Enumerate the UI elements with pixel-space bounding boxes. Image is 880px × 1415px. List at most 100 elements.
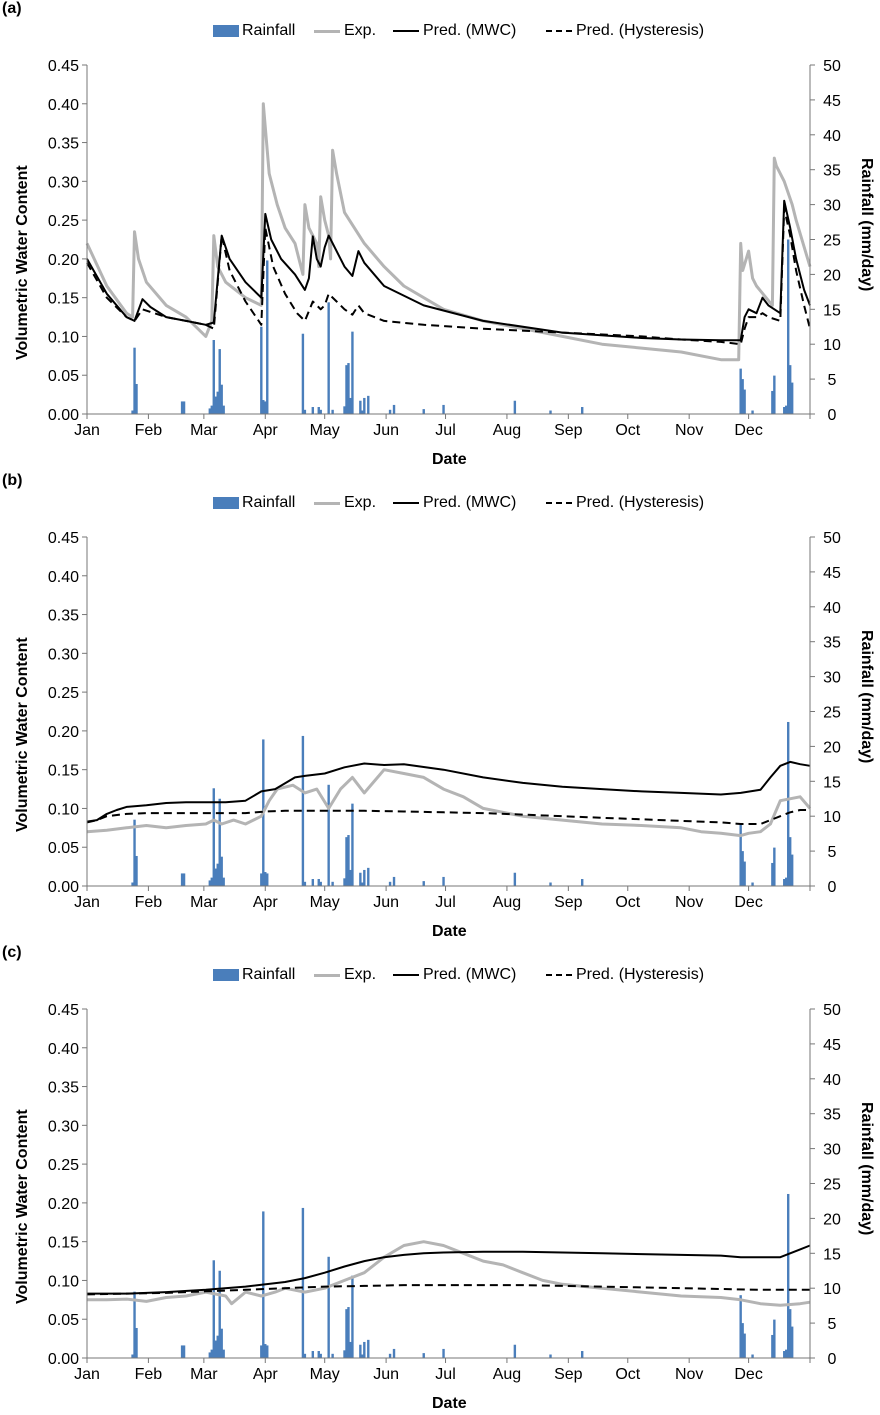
exp-series-line: [87, 1240, 811, 1307]
y2-tick-label: 0: [828, 1351, 837, 1368]
rainfall-bar: [743, 861, 746, 886]
y2-tick-label: 50: [823, 530, 841, 547]
y-tick-label: 0.30: [48, 646, 79, 663]
rainfall-bar: [751, 410, 754, 414]
rainfall-bar: [363, 869, 366, 886]
rainfall-bar: [787, 239, 790, 414]
rainfall-bar: [442, 876, 445, 886]
rainfall-bar: [442, 404, 445, 414]
rainfall-bar: [343, 1350, 346, 1358]
rainfall-bar: [301, 735, 305, 886]
y2-axis-title: Rainfall (mm/day): [858, 1102, 875, 1236]
rainfall-bar: [311, 879, 315, 886]
y2-tick-label: 40: [823, 128, 841, 145]
legend-label-rainfall: Rainfall: [242, 966, 296, 983]
y-tick-label: 0.40: [48, 97, 79, 114]
exp-swatch: [314, 973, 340, 977]
x-tick-label: Feb: [135, 1366, 163, 1383]
y-axis-title: Volumetric Water Content: [14, 637, 31, 832]
x-tick-label: Jan: [74, 1366, 100, 1383]
rainfall-bar: [182, 401, 186, 414]
rainfall-bar: [751, 882, 754, 886]
y-tick-label: 0.25: [48, 685, 79, 702]
y-axis-title: Volumetric Water Content: [14, 165, 31, 360]
plot-area: 0.00 0.05 0.10 0.15 0.20 0.25 0.30 0.35 0.40 0.45…: [48, 58, 841, 439]
rainfall-bar: [260, 326, 263, 414]
rainfall-bar: [739, 1295, 742, 1358]
mwc-series-line: [87, 1244, 811, 1295]
rainfall-bar: [331, 881, 334, 886]
rainfall-bar: [788, 837, 792, 886]
rainfall-bar: [773, 375, 776, 414]
rainfall-bar: [347, 363, 350, 414]
y2-tick-label: 5: [828, 844, 837, 861]
rainfall-swatch: [213, 497, 239, 509]
rainfall-bar: [208, 1352, 212, 1358]
y2-tick-label: 30: [823, 670, 841, 687]
y-tick-label: 0.35: [48, 1080, 79, 1097]
rainfall-bar: [422, 409, 425, 414]
legend-item-hysteresis: Pred. (Hysteresis): [546, 966, 704, 984]
x-tick-label: Feb: [135, 422, 163, 439]
rainfall-bar: [214, 868, 217, 886]
rainfall-bar: [220, 384, 223, 414]
rainfall-bar: [216, 1335, 219, 1358]
x-tick-label: Jun: [373, 422, 399, 439]
legend-item-exp: Exp.: [314, 966, 376, 984]
x-tick-label: Sep: [554, 422, 583, 439]
x-tick-label: Oct: [615, 422, 640, 439]
rainfall-bar: [331, 1353, 334, 1358]
rainfall-bar: [787, 1193, 790, 1358]
x-tick-label: May: [310, 422, 340, 439]
y-tick-label: 0.45: [48, 58, 79, 75]
rainfall-bar: [131, 882, 134, 886]
legend-label-exp: Exp.: [344, 22, 377, 39]
rainfall-bar: [787, 721, 790, 886]
rainfall-bar: [212, 788, 215, 886]
y2-tick-label: 15: [823, 774, 841, 791]
x-tick-label: Apr: [253, 894, 279, 911]
x-tick-label: Jul: [435, 1366, 455, 1383]
x-tick-label: May: [310, 894, 340, 911]
rainfall-bar: [351, 331, 354, 414]
legend: Rainfall Exp. Pred. (MWC) Pred. (Hystere…: [0, 966, 880, 988]
rainfall-bar: [422, 881, 425, 886]
y2-tick-label: 50: [823, 58, 841, 75]
mwc-series-line: [86, 760, 811, 823]
exp-series-line: [85, 102, 812, 362]
y2-tick-label: 35: [823, 163, 841, 180]
rainfall-bar: [785, 405, 788, 414]
rainfall-bar: [790, 382, 794, 414]
y-tick-label: 0.45: [48, 530, 79, 547]
rainfall-bar: [349, 1341, 352, 1358]
exp-swatch: [314, 501, 340, 505]
rainfall-bar: [361, 1354, 364, 1358]
exp-series-line: [86, 768, 812, 838]
rainfall-bar: [260, 873, 263, 886]
rainfall-bar: [216, 863, 219, 886]
chart-panel-a: (a) Rainfall Exp. Pred. (MWC) Pred. (Hys…: [0, 0, 880, 472]
legend-item-mwc: Pred. (MWC): [393, 494, 516, 512]
y2-tick-label: 25: [823, 1177, 841, 1194]
y2-tick-label: 10: [823, 337, 841, 354]
rainfall-bar: [210, 1349, 213, 1358]
rainfall-bar: [359, 400, 362, 414]
rainfall-bar: [388, 409, 392, 414]
y2-tick-label: 10: [823, 809, 841, 826]
y-tick-label: 0.20: [48, 252, 79, 269]
y-tick-label: 0.20: [48, 724, 79, 741]
rainfall-bar: [773, 847, 776, 886]
rainfall-bar: [303, 409, 307, 414]
rainfall-bar: [343, 406, 346, 414]
rainfall-bar: [131, 410, 134, 414]
y-tick-label: 0.15: [48, 1235, 79, 1252]
rainfall-bar: [319, 881, 322, 886]
y2-tick-label: 15: [823, 1246, 841, 1263]
rainfall-bar: [182, 873, 186, 886]
rainfall-bar: [359, 1344, 362, 1358]
legend-label-mwc: Pred. (MWC): [423, 22, 517, 39]
y-tick-label: 0.35: [48, 608, 79, 625]
rainfall-bar: [301, 333, 305, 414]
legend-item-rainfall: Rainfall: [213, 22, 295, 40]
rainfall-bar: [773, 1319, 776, 1358]
